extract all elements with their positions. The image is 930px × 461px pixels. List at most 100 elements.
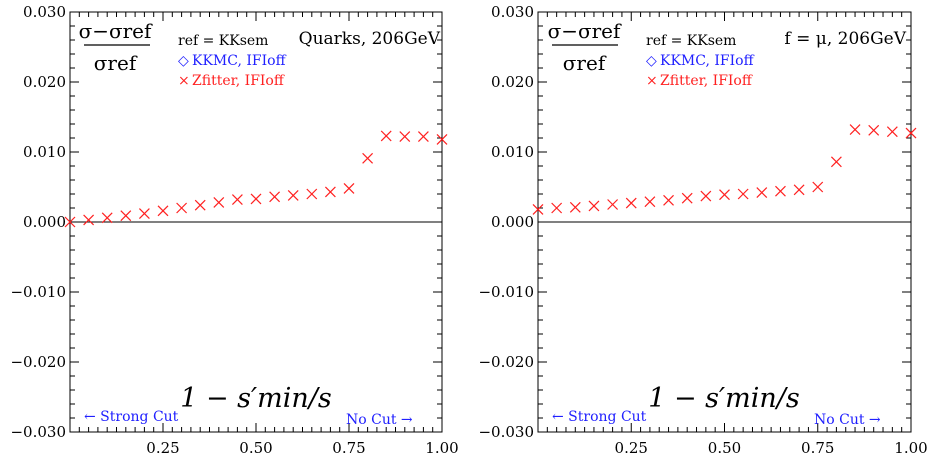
cross-stroke xyxy=(343,182,355,194)
chart-title: Quarks, 206GeV xyxy=(299,29,441,49)
x-tick-label: 0.75 xyxy=(801,439,834,457)
annotation-strong-cut: ← Strong Cut xyxy=(84,409,179,425)
legend-entry-kkmc: KKMC, IFIoff xyxy=(192,53,287,69)
cross-stroke xyxy=(569,201,581,213)
legend-symbol-cross-icon: × xyxy=(178,73,190,89)
data-point-cross xyxy=(644,196,656,208)
data-point-cross xyxy=(362,152,374,164)
legend-header: ref = KKsem xyxy=(178,33,268,49)
cross-stroke xyxy=(868,124,880,136)
data-point-cross xyxy=(588,200,600,212)
data-point-cross xyxy=(849,124,861,136)
y-tick-label: 0.000 xyxy=(491,213,534,231)
data-point-cross xyxy=(812,181,824,193)
annotation-no-cut: No Cut → xyxy=(346,412,413,428)
y-tick-label: 0.030 xyxy=(23,3,66,21)
legend-entry-zfitter: Zfitter, IFIoff xyxy=(192,73,285,89)
data-point-cross xyxy=(213,196,225,208)
ylabel-numerator: σ−σref xyxy=(548,19,622,43)
legend-symbol-diamond-icon: ◇ xyxy=(646,53,657,69)
x-tick-label: 0.50 xyxy=(708,439,741,457)
y-tick-label: 0.020 xyxy=(23,73,66,91)
data-point-cross xyxy=(681,192,693,204)
chart-panel-quarks: −0.030 −0.020 −0.010 0.000 0.010 0.020 0.030 0… xyxy=(10,3,458,457)
data-point-cross xyxy=(607,199,619,210)
cross-stroke xyxy=(532,203,544,215)
cross-stroke xyxy=(176,202,188,214)
y-tick-label: −0.010 xyxy=(478,283,534,301)
data-points xyxy=(64,130,448,228)
cross-stroke xyxy=(625,197,637,209)
legend-header: ref = KKsem xyxy=(646,33,736,49)
data-point-cross xyxy=(380,130,392,142)
data-point-cross xyxy=(120,210,132,222)
y-tick-labels: −0.030 −0.020 −0.010 0.000 0.010 0.020 0.030 xyxy=(10,3,66,441)
data-point-cross xyxy=(868,124,880,136)
x-tick-label: 0.75 xyxy=(332,439,365,457)
data-point-cross xyxy=(101,212,113,224)
cross-stroke xyxy=(681,192,693,204)
data-point-cross xyxy=(663,194,674,206)
cross-stroke xyxy=(157,205,169,217)
legend-symbol-cross-icon: × xyxy=(646,73,658,89)
data-point-cross xyxy=(83,214,95,226)
y-tick-label: −0.030 xyxy=(478,423,534,441)
cross-stroke xyxy=(436,133,448,145)
x-axis-label: 1 − s′min/s xyxy=(648,383,800,414)
cross-stroke xyxy=(120,210,132,222)
data-point-cross xyxy=(250,193,262,205)
cross-stroke xyxy=(138,208,150,220)
x-tick-label: 0.50 xyxy=(239,439,272,457)
cross-stroke xyxy=(756,187,768,199)
axis-ticks xyxy=(69,11,443,433)
cross-stroke xyxy=(886,126,898,138)
cross-stroke xyxy=(269,191,281,203)
data-point-cross xyxy=(324,186,336,198)
y-axis-fraction-label: σ−σref σref xyxy=(548,19,622,75)
x-tick-labels: 0.25 0.50 0.75 1.00 xyxy=(615,439,928,457)
chart-panel-muon: −0.030 −0.020 −0.010 0.000 0.010 0.020 0.030 0… xyxy=(478,3,927,457)
data-point-cross xyxy=(138,208,150,220)
data-point-cross xyxy=(436,133,448,145)
chart-title: f = μ, 206GeV xyxy=(784,29,906,49)
x-tick-label: 0.25 xyxy=(615,439,648,457)
cross-stroke xyxy=(905,127,917,139)
cross-stroke xyxy=(231,194,243,206)
data-point-cross xyxy=(176,202,188,214)
data-point-cross xyxy=(700,190,712,202)
cross-stroke xyxy=(101,212,113,224)
data-point-cross xyxy=(551,202,563,214)
x-tick-label: 1.00 xyxy=(894,439,927,457)
data-point-cross xyxy=(737,188,749,200)
y-tick-label: 0.020 xyxy=(491,73,534,91)
cross-stroke xyxy=(213,196,225,208)
data-point-cross xyxy=(775,185,786,197)
annotation-no-cut: No Cut → xyxy=(814,412,881,428)
y-tick-label: 0.000 xyxy=(23,213,66,231)
data-point-cross xyxy=(625,197,637,209)
data-point-cross xyxy=(64,216,76,228)
y-tick-label: −0.020 xyxy=(478,353,534,371)
data-point-cross xyxy=(269,191,281,203)
cross-stroke xyxy=(812,181,824,193)
data-point-cross xyxy=(343,182,355,194)
cross-stroke xyxy=(644,196,656,208)
data-point-cross xyxy=(532,203,544,215)
cross-stroke xyxy=(194,199,206,211)
x-tick-label: 1.00 xyxy=(425,439,458,457)
data-point-cross xyxy=(830,156,842,168)
y-tick-label: −0.020 xyxy=(10,353,66,371)
legend-entry-zfitter: Zfitter, IFIoff xyxy=(660,73,753,89)
cross-stroke xyxy=(250,193,262,205)
x-axis-label: 1 − s′min/s xyxy=(180,383,332,414)
cross-stroke xyxy=(399,131,411,143)
data-point-cross xyxy=(194,199,206,211)
cross-stroke xyxy=(775,185,786,197)
annotation-strong-cut: ← Strong Cut xyxy=(552,409,647,425)
cross-stroke xyxy=(551,202,563,214)
cross-stroke xyxy=(588,200,600,212)
data-points xyxy=(532,124,917,215)
legend-symbol-diamond-icon: ◇ xyxy=(178,53,189,69)
x-tick-labels: 0.25 0.50 0.75 1.00 xyxy=(146,439,458,457)
data-point-cross xyxy=(306,188,318,200)
